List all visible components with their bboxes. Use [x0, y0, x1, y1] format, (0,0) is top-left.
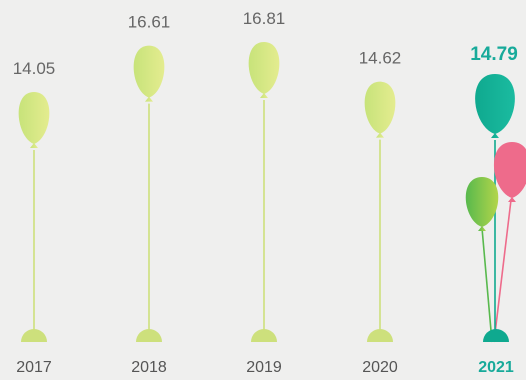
- value-label-2021: 14.79: [470, 44, 518, 65]
- year-label-2017: 2017: [16, 359, 52, 376]
- value-label-2020: 14.62: [359, 49, 402, 68]
- balloon-base-2018: [136, 329, 162, 342]
- value-label-2017: 14.05: [13, 59, 56, 78]
- value-label-2019: 16.81: [243, 9, 286, 28]
- string-green: [481, 227, 493, 343]
- balloon-base-2021: [483, 329, 509, 342]
- balloon-2018: [133, 45, 165, 102]
- balloon-base-2020: [367, 329, 393, 342]
- balloon-2017: [18, 92, 50, 148]
- year-label-2018: 2018: [131, 359, 167, 376]
- year-label-2019: 2019: [246, 359, 282, 376]
- balloon-2021: [475, 74, 515, 138]
- balloon-2020: [364, 81, 396, 138]
- year-label-2021: 2021: [478, 359, 514, 376]
- balloon-base-2017: [21, 329, 47, 342]
- balloon-2019: [248, 42, 280, 98]
- year-label-2020: 2020: [362, 359, 398, 376]
- string-pink: [493, 199, 512, 343]
- balloon-pink: [494, 142, 526, 202]
- balloon-green: [465, 177, 499, 231]
- value-label-2018: 16.61: [128, 13, 171, 32]
- balloon-base-2019: [251, 329, 277, 342]
